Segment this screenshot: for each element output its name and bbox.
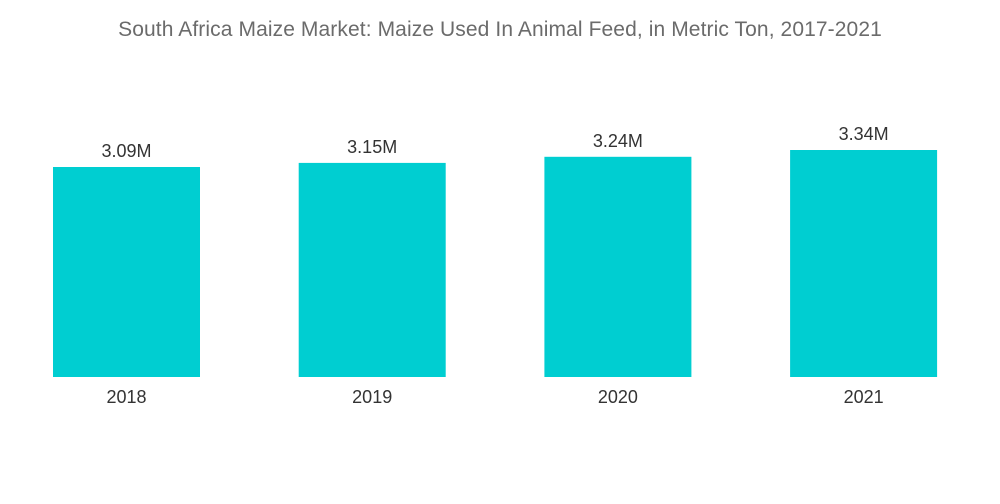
value-label-2020: 3.24M [593,131,643,151]
value-labels-group: 3.09M 3.15M 3.24M 3.34M [101,124,888,161]
value-label-2021: 3.34M [839,124,889,144]
x-tick-label-2018: 2018 [106,387,146,407]
bar-2021 [790,150,938,377]
bars-group [53,150,938,377]
x-tick-labels-group: 2018 2019 2020 2021 [106,387,883,407]
chart-title: South Africa Maize Market: Maize Used In… [118,18,882,41]
x-tick-label-2020: 2020 [598,387,638,407]
x-tick-label-2021: 2021 [844,387,884,407]
value-label-2019: 3.15M [347,137,397,157]
value-label-2018: 3.09M [101,141,151,161]
bar-2019 [298,162,446,377]
bar-2018 [53,167,200,377]
bar-2020 [544,156,692,377]
x-tick-label-2019: 2019 [352,387,392,407]
